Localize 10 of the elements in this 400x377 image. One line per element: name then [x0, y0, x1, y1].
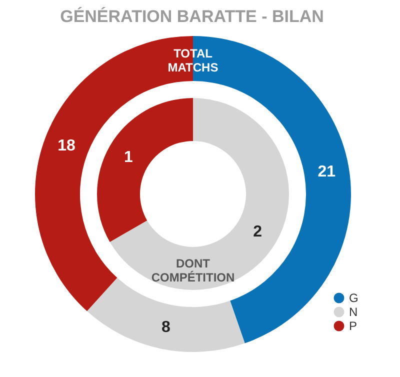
data-label: 2: [253, 223, 262, 240]
data-label: 8: [162, 318, 171, 336]
data-label: 21: [318, 163, 336, 180]
legend-label: G: [349, 291, 358, 305]
chart-title: GÉNÉRATION BARATTE - BILAN: [60, 6, 324, 26]
legend-label: N: [349, 305, 358, 319]
legend-label: P: [349, 319, 358, 333]
data-label: 18: [58, 137, 76, 154]
data-label: 1: [124, 148, 134, 166]
slice-label: DONT COMPÉTITION: [151, 256, 235, 284]
